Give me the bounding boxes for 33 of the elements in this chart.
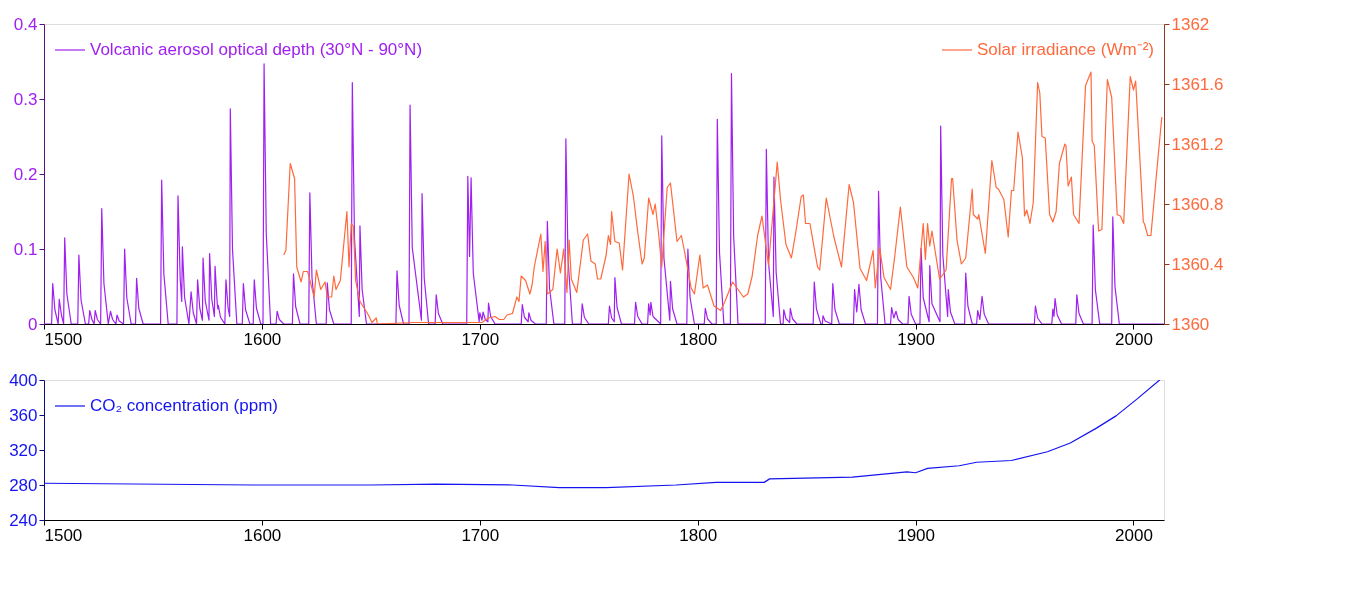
y-tick-label: 360 <box>9 405 38 425</box>
x-tick-label: 1700 <box>461 329 500 349</box>
x-tick-label: 1900 <box>897 329 936 349</box>
x-tick-label: 1600 <box>243 329 282 349</box>
y-tick-label: 0.2 <box>13 164 38 184</box>
x-tick-label: 1600 <box>243 525 282 545</box>
legend-label: Solar irradiance (Wm⁻²) <box>977 40 1154 59</box>
y2-tick-label: 1360.8 <box>1171 194 1224 214</box>
y2-tick-label: 1360 <box>1171 314 1210 334</box>
y-tick-label: 0.4 <box>13 14 38 34</box>
y-tick-label: 280 <box>9 475 38 495</box>
x-tick-label: 2000 <box>1115 329 1153 349</box>
y2-tick-label: 1362 <box>1171 14 1210 34</box>
line-series <box>283 71 1163 324</box>
x-tick-label: 1800 <box>679 525 718 545</box>
y2-tick-label: 1361.2 <box>1171 134 1224 154</box>
y2-tick-label: 1361.6 <box>1171 74 1224 94</box>
y-tick-label: 320 <box>9 440 38 460</box>
y2-tick-label: 1360.4 <box>1171 254 1224 274</box>
x-tick-label: 1700 <box>461 525 500 545</box>
line-series <box>44 380 1161 489</box>
y-tick-label: 240 <box>9 510 38 530</box>
x-tick-label: 1900 <box>897 525 936 545</box>
x-tick-label: 1500 <box>44 329 83 349</box>
x-tick-label: 1500 <box>44 525 83 545</box>
legend-label: CO₂ concentration (ppm) <box>90 396 279 415</box>
x-tick-label: 2000 <box>1115 525 1153 545</box>
y-tick-label: 0.3 <box>13 89 38 109</box>
x-tick-label: 1800 <box>679 329 718 349</box>
y-tick-label: 400 <box>9 370 38 390</box>
y-tick-label: 0.1 <box>13 239 38 259</box>
y-tick-label: 0 <box>28 314 38 334</box>
legend-label: Volcanic aerosol optical depth (30°N - 90°N) <box>90 40 423 59</box>
